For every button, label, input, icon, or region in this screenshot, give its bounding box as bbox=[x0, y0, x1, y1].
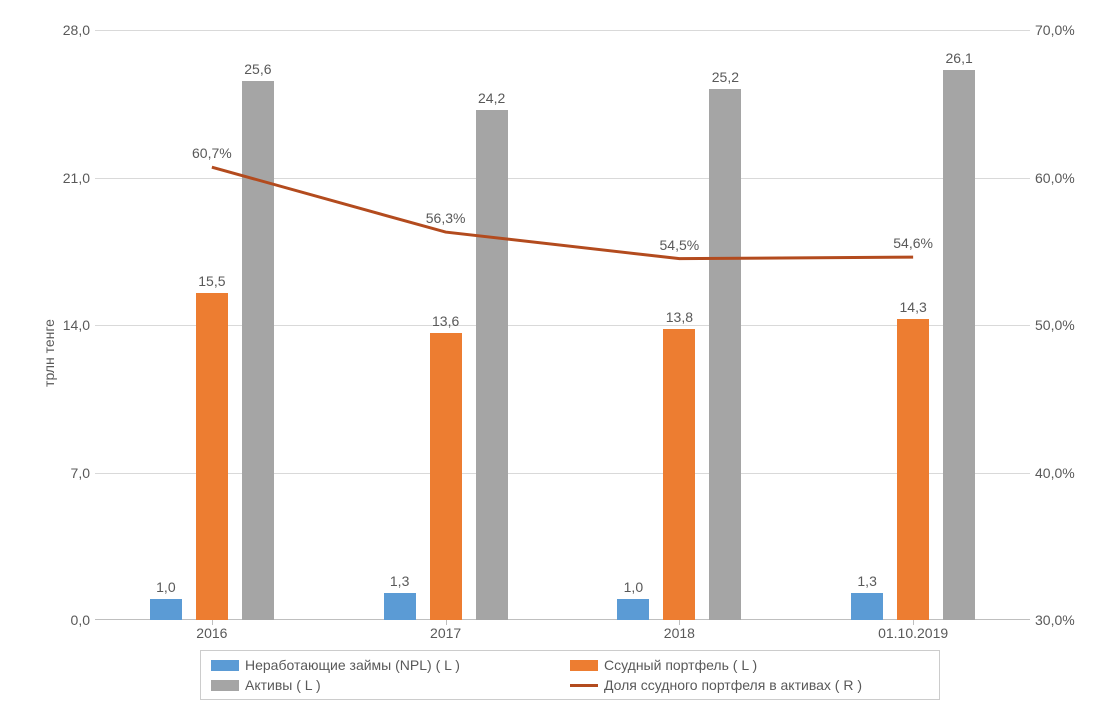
plot-area: 1,0 15,5 25,6 1,3 13,6 24,2 1,0 13,8 25,2 1,3 14,3… bbox=[95, 30, 1030, 620]
legend-swatch bbox=[570, 660, 598, 671]
bar-value-label: 24,2 bbox=[462, 90, 522, 106]
line-value-label: 56,3% bbox=[426, 210, 466, 226]
legend-swatch bbox=[211, 660, 239, 671]
bar-value-label: 1,0 bbox=[136, 579, 196, 595]
bar-value-label: 1,0 bbox=[603, 579, 663, 595]
x-axis-labels: 2016 2017 2018 01.10.2019 bbox=[95, 625, 1030, 645]
bar-value-label: 15,5 bbox=[182, 273, 242, 289]
x-tick-label: 2016 bbox=[196, 625, 227, 641]
legend-swatch bbox=[211, 680, 239, 691]
legend-item-loans: Ссудный портфель ( L ) bbox=[570, 657, 929, 673]
bar-value-label: 26,1 bbox=[929, 50, 989, 66]
y-tick-left: 28,0 bbox=[50, 22, 90, 38]
y-tick-left: 0,0 bbox=[50, 612, 90, 628]
y-tick-left: 21,0 bbox=[50, 170, 90, 186]
bar-value-label: 25,6 bbox=[228, 61, 288, 77]
y-tick-right: 30,0% bbox=[1035, 612, 1095, 628]
x-tick-label: 01.10.2019 bbox=[878, 625, 948, 641]
y-axis-right: 30,0%40,0%50,0%60,0%70,0% bbox=[1035, 30, 1095, 620]
y-axis-left: 0,07,014,021,028,0 bbox=[50, 30, 90, 620]
y-tick-right: 50,0% bbox=[1035, 317, 1095, 333]
line-value-label: 54,5% bbox=[660, 237, 700, 253]
line-value-label: 54,6% bbox=[893, 235, 933, 251]
y-tick-right: 70,0% bbox=[1035, 22, 1095, 38]
bar-value-label: 13,8 bbox=[649, 309, 709, 325]
legend-swatch bbox=[570, 684, 598, 687]
bar-value-label: 14,3 bbox=[883, 299, 943, 315]
legend-item-npl: Неработающие займы (NPL) ( L ) bbox=[211, 657, 570, 673]
legend-label: Доля ссудного портфеля в активах ( R ) bbox=[604, 677, 862, 693]
line-value-label: 60,7% bbox=[192, 145, 232, 161]
y-tick-left: 14,0 bbox=[50, 317, 90, 333]
bar-value-label: 25,2 bbox=[695, 69, 755, 85]
chart-container: трлн тенге 0,07,014,021,028,0 30,0%40,0%… bbox=[0, 0, 1120, 706]
line-series-svg bbox=[95, 30, 1030, 620]
x-tick-label: 2017 bbox=[430, 625, 461, 641]
legend-item-assets: Активы ( L ) bbox=[211, 677, 570, 693]
bar-value-label: 1,3 bbox=[370, 573, 430, 589]
legend-label: Ссудный портфель ( L ) bbox=[604, 657, 757, 673]
y-tick-left: 7,0 bbox=[50, 465, 90, 481]
x-tick-label: 2018 bbox=[664, 625, 695, 641]
line-series-path bbox=[212, 167, 913, 258]
legend: Неработающие займы (NPL) ( L ) Ссудный п… bbox=[200, 650, 940, 700]
y-tick-right: 40,0% bbox=[1035, 465, 1095, 481]
bar-value-label: 1,3 bbox=[837, 573, 897, 589]
legend-label: Активы ( L ) bbox=[245, 677, 321, 693]
legend-label: Неработающие займы (NPL) ( L ) bbox=[245, 657, 460, 673]
bar-value-label: 13,6 bbox=[416, 313, 476, 329]
y-tick-right: 60,0% bbox=[1035, 170, 1095, 186]
legend-item-share: Доля ссудного портфеля в активах ( R ) bbox=[570, 677, 929, 693]
